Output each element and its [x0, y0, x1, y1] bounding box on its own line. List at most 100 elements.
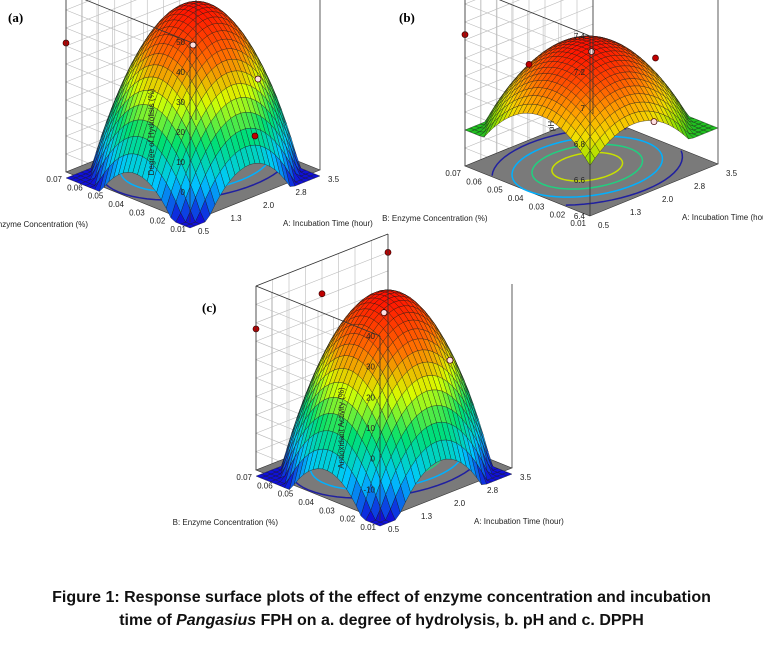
z-tick-label: 50: [176, 38, 185, 47]
x-axis-label: A: Incubation Time (hour): [283, 219, 373, 228]
y-tick-label: 0.03: [129, 208, 145, 217]
y-tick-label: 0.04: [508, 194, 524, 203]
design-point: [380, 309, 388, 316]
design-point: [446, 356, 454, 364]
z-tick-label: 20: [366, 393, 375, 402]
design-point: [650, 118, 658, 125]
z-tick-label: 0: [181, 188, 186, 197]
x-tick-label: 0.5: [198, 227, 210, 236]
y-tick-label: 0.05: [278, 490, 294, 499]
x-tick-label: 2.0: [454, 499, 466, 508]
y-tick-label: 0.03: [319, 506, 335, 515]
y-tick-label: 0.06: [466, 177, 482, 186]
design-point: [254, 75, 262, 83]
z-tick-label: 40: [176, 68, 185, 77]
panel-a: 0 10 20 30 40 50 0.5 1.3 2.0 2.8 3.5 0.01 0.02 0.03 0.…: [0, 0, 380, 280]
z-axis-label: Antioxidant Activity (%): [337, 387, 346, 469]
panel-letter: (b): [399, 10, 415, 25]
design-point: [189, 41, 197, 49]
y-tick-label: 0.03: [529, 202, 545, 211]
x-tick-label: 2.0: [662, 195, 674, 204]
x-tick-label: 0.5: [388, 525, 400, 534]
y-tick-label: 0.01: [570, 219, 586, 228]
x-tick-label: 1.3: [231, 214, 243, 223]
box-edges: [464, 0, 719, 216]
caption-line-2-pre: time of: [119, 612, 177, 629]
response-surface: [65, 1, 321, 229]
z-tick-label: 10: [366, 424, 375, 433]
x-tick-label: 1.3: [630, 208, 642, 217]
y-tick-label: 0.04: [108, 200, 124, 209]
y-ticks: 0.01 0.02 0.03 0.04 0.05 0.06 0.07: [445, 169, 586, 228]
caption-line-2: time of Pangasius FPH on a. degree of hy…: [0, 609, 763, 632]
response-surface: [255, 289, 513, 527]
z-tick-label: 6.4: [574, 212, 586, 221]
z-ticks: 0 10 20 30 40 50: [176, 38, 185, 197]
box-edge: [255, 285, 381, 337]
y-tick-label: 0.02: [550, 211, 566, 220]
z-tick-label: 7.2: [574, 68, 586, 77]
x-tick-label: 3.5: [520, 473, 532, 482]
y-axis-label: B: Enzyme Concentration (%): [382, 214, 488, 223]
x-tick-label: 2.0: [263, 201, 275, 210]
z-tick-label: 7: [581, 104, 586, 113]
y-tick-label: 0.07: [445, 169, 461, 178]
x-tick-label: 3.5: [726, 169, 738, 178]
box-edge: [84, 0, 191, 43]
y-tick-label: 0.04: [298, 498, 314, 507]
z-tick-label: 20: [176, 128, 185, 137]
y-tick-label: 0.01: [360, 523, 376, 532]
y-axis-label: B: Enzyme Concentration (%): [173, 518, 279, 527]
z-axis-label: pH: [547, 121, 556, 131]
z-axis-label: Degree of Hydrolisis (%): [147, 88, 156, 175]
panel-b: 6.4 6.6 6.8 7 7.2 7.4 0.5 1.3 2.0 2.8 3.5 0.01 0.02 0…: [382, 0, 763, 280]
z-tick-label: 10: [176, 158, 185, 167]
z-tick-label: 30: [366, 363, 375, 372]
y-tick-label: 0.07: [46, 175, 62, 184]
x-tick-label: 2.8: [487, 486, 499, 495]
caption-line-2-post: FPH on a. degree of hydrolysis, b. pH an…: [256, 612, 644, 629]
box-edges: [65, 0, 321, 222]
x-ticks: 0.5 1.3 2.0 2.8 3.5: [198, 175, 340, 236]
y-tick-label: 0.02: [340, 515, 356, 524]
z-tick-label: 6.6: [574, 176, 586, 185]
x-axis-label: A: Incubation Time (hour): [682, 213, 763, 222]
design-point: [318, 290, 326, 298]
box-edges: [255, 233, 513, 520]
y-tick-label: 0.05: [88, 192, 104, 201]
caption-line-1: Figure 1: Response surface plots of the …: [52, 589, 711, 606]
design-point: [652, 54, 659, 62]
x-tick-label: 2.8: [296, 188, 308, 197]
surface-plot-b: 6.46.66.877.27.40.51.32.02.83.50.010.020…: [382, 0, 763, 230]
y-ticks: 0.01 0.02 0.03 0.04 0.05 0.06 0.07: [236, 473, 376, 532]
panel-c: -10 0 10 20 30 40 0.5 1.3 2.0 2.8 3.5 0.01 0.02 0.03 0…: [173, 233, 570, 574]
y-tick-label: 0.06: [67, 183, 83, 192]
x-ticks: 0.5 1.3 2.0 2.8 3.5: [598, 169, 738, 230]
y-tick-label: 0.06: [257, 481, 273, 490]
surface-plot-a: 010203040500.51.32.02.83.50.010.020.030.…: [0, 0, 373, 236]
z-ticks: 6.4 6.6 6.8 7 7.2 7.4: [574, 32, 586, 221]
panel-letter: (c): [202, 300, 216, 315]
y-tick-label: 0.01: [170, 225, 186, 234]
design-point: [588, 48, 595, 55]
caption-species: Pangasius: [176, 612, 257, 629]
z-tick-label: 7.4: [574, 32, 586, 41]
y-tick-label: 0.05: [487, 186, 503, 195]
z-tick-label: 6.8: [574, 140, 586, 149]
y-ticks: 0.01 0.02 0.03 0.04 0.05 0.06 0.07: [46, 175, 186, 234]
z-tick-label: 0: [371, 455, 376, 464]
surface-facet: [374, 522, 386, 527]
x-tick-label: 0.5: [598, 221, 610, 230]
z-tick-label: -10: [363, 485, 375, 494]
y-tick-label: 0.07: [236, 473, 252, 482]
x-axis-label: A: Incubation Time (hour): [474, 517, 564, 526]
box-edge: [498, 0, 591, 37]
surface-plot-c: -100102030400.51.32.02.83.50.010.020.030…: [173, 233, 564, 534]
y-tick-label: 0.02: [150, 217, 166, 226]
y-axis-label: B: Enzyme Concentration (%): [0, 220, 88, 229]
x-ticks: 0.5 1.3 2.0 2.8 3.5: [388, 473, 532, 534]
design-point: [251, 132, 259, 140]
z-tick-label: 30: [176, 98, 185, 107]
box-edge: [255, 233, 389, 287]
x-tick-label: 3.5: [328, 175, 340, 184]
